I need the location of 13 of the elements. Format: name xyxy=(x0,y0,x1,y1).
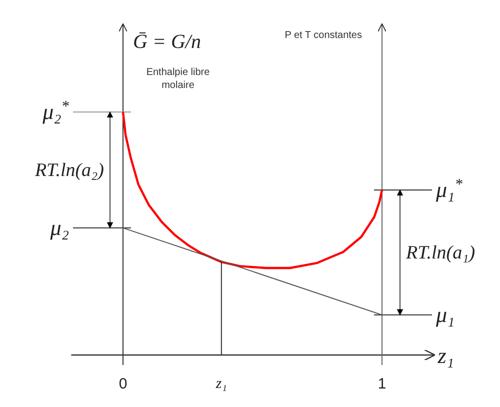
ref-line-label: μ₁$^{*}$ xyxy=(435,176,463,202)
x-axis-title: z₁ xyxy=(436,343,454,368)
x-tick-label: z₁ xyxy=(214,376,227,392)
y-axis-title: Ḡ = G/n xyxy=(133,31,201,53)
annotation: RT.ln(a₂) xyxy=(34,160,104,181)
x-tick-label: 0 xyxy=(118,376,128,392)
x-tick-label: 1 xyxy=(378,376,386,392)
text: P et T constantes xyxy=(284,30,362,41)
ref-line-label: μ₂ xyxy=(49,214,70,240)
annotation: RT.ln(a₁) xyxy=(405,242,476,264)
ref-line-label: μ₂$^{*}$ xyxy=(42,98,70,124)
ref-line-label: μ₁ xyxy=(435,302,455,327)
text: Enthalpie libre molaire xyxy=(146,67,210,91)
